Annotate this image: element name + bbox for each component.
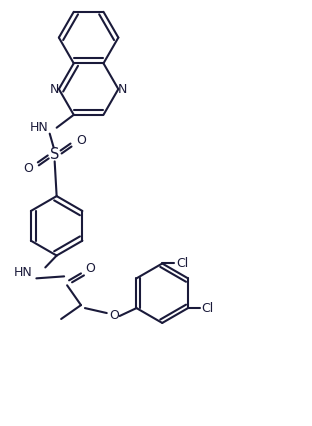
Text: Cl: Cl xyxy=(202,302,214,314)
Text: HN: HN xyxy=(30,121,49,134)
Text: O: O xyxy=(76,134,86,147)
Text: HN: HN xyxy=(14,266,32,279)
Text: O: O xyxy=(23,162,33,175)
Text: O: O xyxy=(110,308,119,322)
Text: O: O xyxy=(85,262,95,275)
Text: Cl: Cl xyxy=(176,257,188,270)
Text: N: N xyxy=(50,83,60,95)
Text: S: S xyxy=(50,147,59,162)
Text: N: N xyxy=(118,83,127,95)
